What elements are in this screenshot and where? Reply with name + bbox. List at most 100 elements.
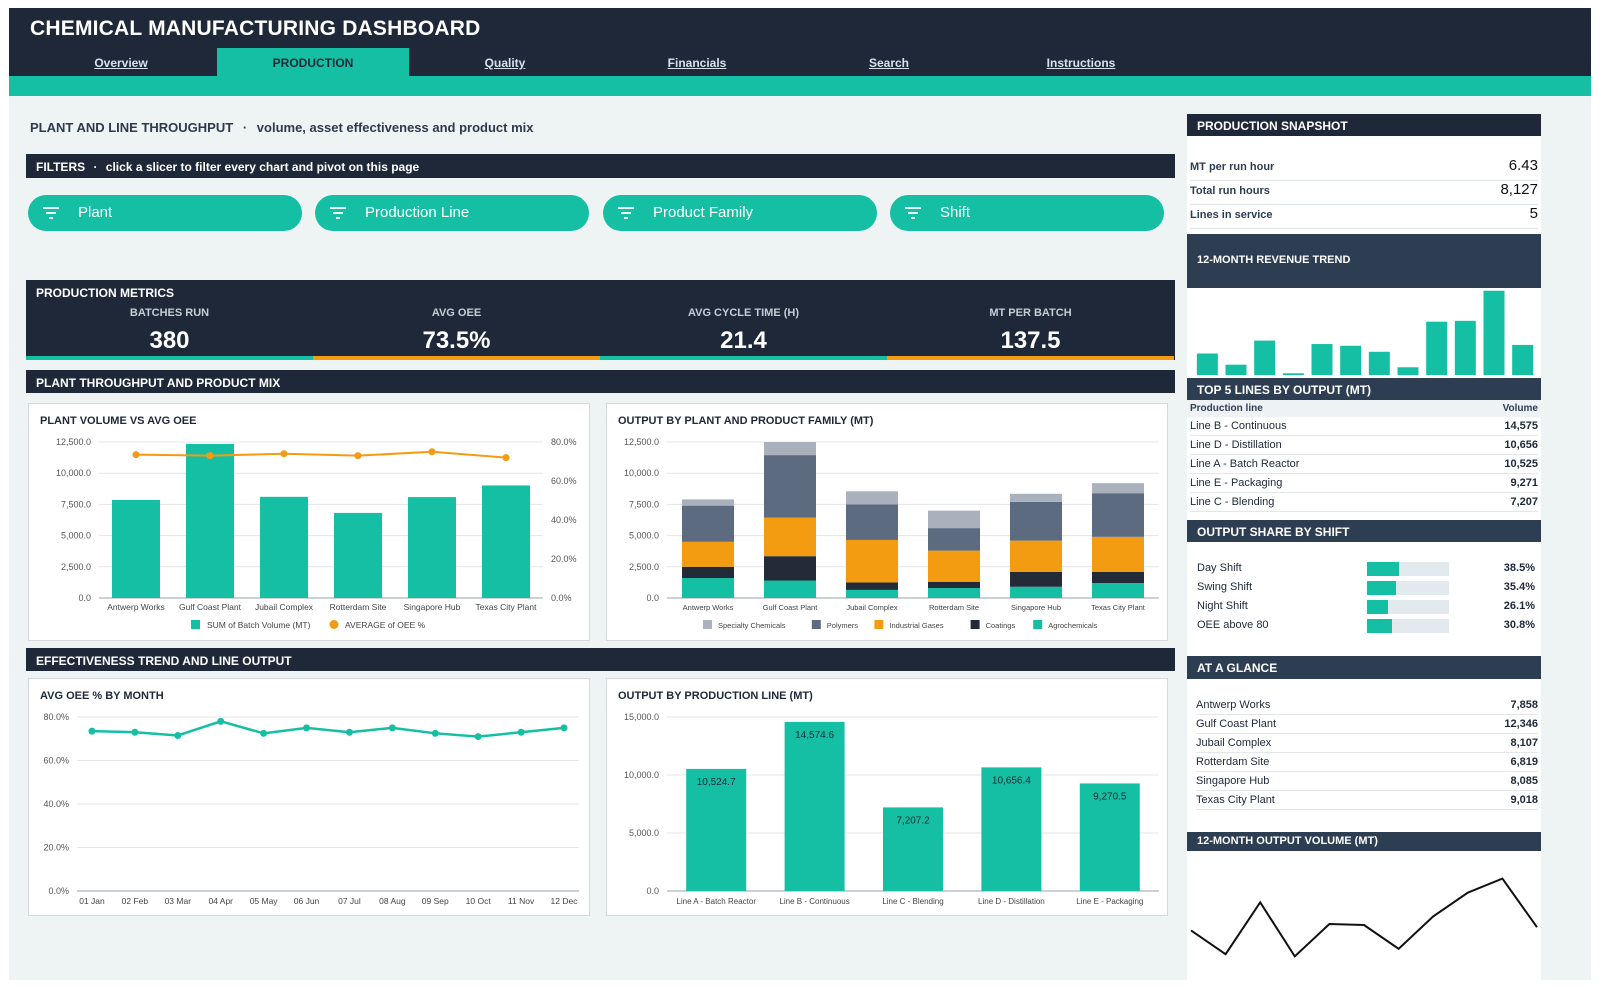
x-tick-label: 02 Feb [122,896,149,906]
tab-instructions[interactable]: Instructions [1046,56,1116,70]
y-tick-label: 12,500.0 [624,437,659,447]
slicer-plant[interactable]: Plant [28,195,302,231]
shift-row: Swing Shift 35.4% [1197,579,1535,598]
revenue-bar [1512,344,1534,375]
bar [408,497,456,598]
oee-month-point [517,728,525,736]
stacked-bar-segment [682,499,734,506]
y-tick-label: 5,000.0 [629,828,659,838]
snapshot-label: MT per run hour [1190,161,1275,173]
revenue-bar [1311,344,1333,375]
shift-label: Day Shift [1197,562,1242,574]
glance-value: 9,018 [1510,794,1538,806]
slicer-production-line[interactable]: Production Line [315,195,589,231]
x-tick-label: Line C - Blending [882,897,943,906]
stacked-bar-segment [764,556,816,581]
revenue-bar [1454,320,1476,375]
tab-production[interactable]: PRODUCTION [217,48,409,76]
page-subheading: volume, asset effectiveness and product … [256,120,534,135]
revenue-bar [1196,353,1218,375]
output-volume-chart [1190,877,1538,958]
top5-row: Line D - Distillation 10,656 [1190,436,1538,455]
y-tick-label: 7,500.0 [629,499,659,509]
filters-title: FILTERS [36,160,86,174]
kpi-batches-run: BATCHES RUN 380 [26,280,313,360]
stacked-bar-segment [1092,583,1144,598]
bar [784,721,845,891]
x-tick-label: Line B - Continuous [779,897,849,906]
stacked-bar-segment [846,589,898,598]
legend-swatch [811,620,821,629]
glance-plant: Jubail Complex [1196,737,1272,749]
x-tick-label: Singapore Hub [404,602,461,612]
y-tick-label: 40.0% [43,799,69,809]
metrics-header: PRODUCTION METRICS [36,286,174,300]
stacked-bar-segment [682,578,734,598]
y-tick-label: 0.0% [48,886,69,896]
production-metrics: PRODUCTION METRICS BATCHES RUN 380 AVG O… [26,280,1175,360]
stacked-bar-segment [764,455,816,518]
output-line-chart: 15,000.0 10,000.0 5,000.0 0.0 10,524.7 Line A… [624,712,1159,906]
shift-bar-track [1367,600,1449,614]
x-tick-label: Antwerp Works [107,602,164,612]
stacked-bar-segment [1092,483,1144,494]
section-header-throughput: PLANT THROUGHPUT AND PRODUCT MIX [26,370,1175,393]
snapshot-value: 5 [1529,205,1538,222]
x-tick-label: 12 Dec [551,896,579,906]
filter-icon [618,207,634,219]
data-label: 14,574.6 [795,730,834,741]
nav-bar: Overview PRODUCTION Quality Financials S… [9,48,1591,76]
kpi-value: 380 [149,327,190,354]
glance-value: 8,107 [1510,737,1538,749]
oee-month-line [91,720,565,738]
top5-volume: 10,656 [1504,439,1538,451]
stacked-bar-segment [1010,586,1062,598]
top5-row: Line B - Continuous 14,575 [1190,417,1538,436]
tab-quality[interactable]: Quality [484,56,526,70]
legend-swatch [191,620,200,629]
x-tick-label: Jubail Complex [846,603,898,612]
tab-financials[interactable]: Financials [667,56,727,70]
y2-tick-label: 60.0% [551,476,577,486]
shift-row: OEE above 80 30.8% [1197,617,1535,636]
x-tick-label: Line D - Distillation [978,897,1045,906]
y-tick-label: 7,500.0 [61,499,91,509]
oee-month-chart: 80.0% 60.0% 40.0% 20.0% 0.0% 01 Jan 02 Feb 03 M… [43,712,579,906]
top5-volume: 10,525 [1504,458,1538,470]
chart-title: OUTPUT BY PRODUCTION LINE (MT) [618,690,813,702]
tab-search[interactable]: Search [868,56,910,70]
kpi-underline [26,356,313,360]
stacked-bar-segment [682,505,734,542]
page-title: PLANT AND LINE THROUGHPUT · volume, asse… [30,120,534,135]
right-panel: PRODUCTION SNAPSHOT MT per run hour 6.43… [1187,114,1541,980]
y2-tick-label: 40.0% [551,515,577,525]
stacked-bar-segment [682,566,734,579]
tab-overview[interactable]: Overview [94,56,148,70]
y-tick-label: 0.0 [78,593,91,603]
glance-row: Antwerp Works 7,858 [1196,696,1538,715]
oee-point [428,448,436,456]
shift-bar-fill [1367,600,1389,614]
revenue-bar [1426,321,1448,375]
slicer-shift[interactable]: Shift [890,195,1164,231]
x-tick-label: 03 Mar [165,896,192,906]
stacked-bar-segment [682,541,734,567]
x-tick-label: Line E - Packaging [1076,897,1143,906]
slicer-label: Shift [940,204,971,221]
glance-plant: Antwerp Works [1196,699,1271,711]
stacked-bar-segment [1010,540,1062,572]
slicer-product-family[interactable]: Product Family [603,195,877,231]
kpi-value: 137.5 [1000,327,1061,354]
section-header-effectiveness: EFFECTIVENESS TREND AND LINE OUTPUT [26,648,1175,671]
kpi-value: 21.4 [720,327,767,354]
slicer-label: Plant [78,204,113,221]
kpi-underline [313,356,600,360]
page-heading: PLANT AND LINE THROUGHPUT [30,120,234,135]
revenue-bar [1368,351,1390,375]
snapshot-row: MT per run hour 6.43 [1190,157,1538,181]
oee-month-point [388,724,396,732]
glance-value: 8,085 [1510,775,1538,787]
glance-plant: Rotterdam Site [1196,756,1270,768]
snapshot-row: Total run hours 8,127 [1190,181,1538,205]
kpi-underline [887,356,1174,360]
